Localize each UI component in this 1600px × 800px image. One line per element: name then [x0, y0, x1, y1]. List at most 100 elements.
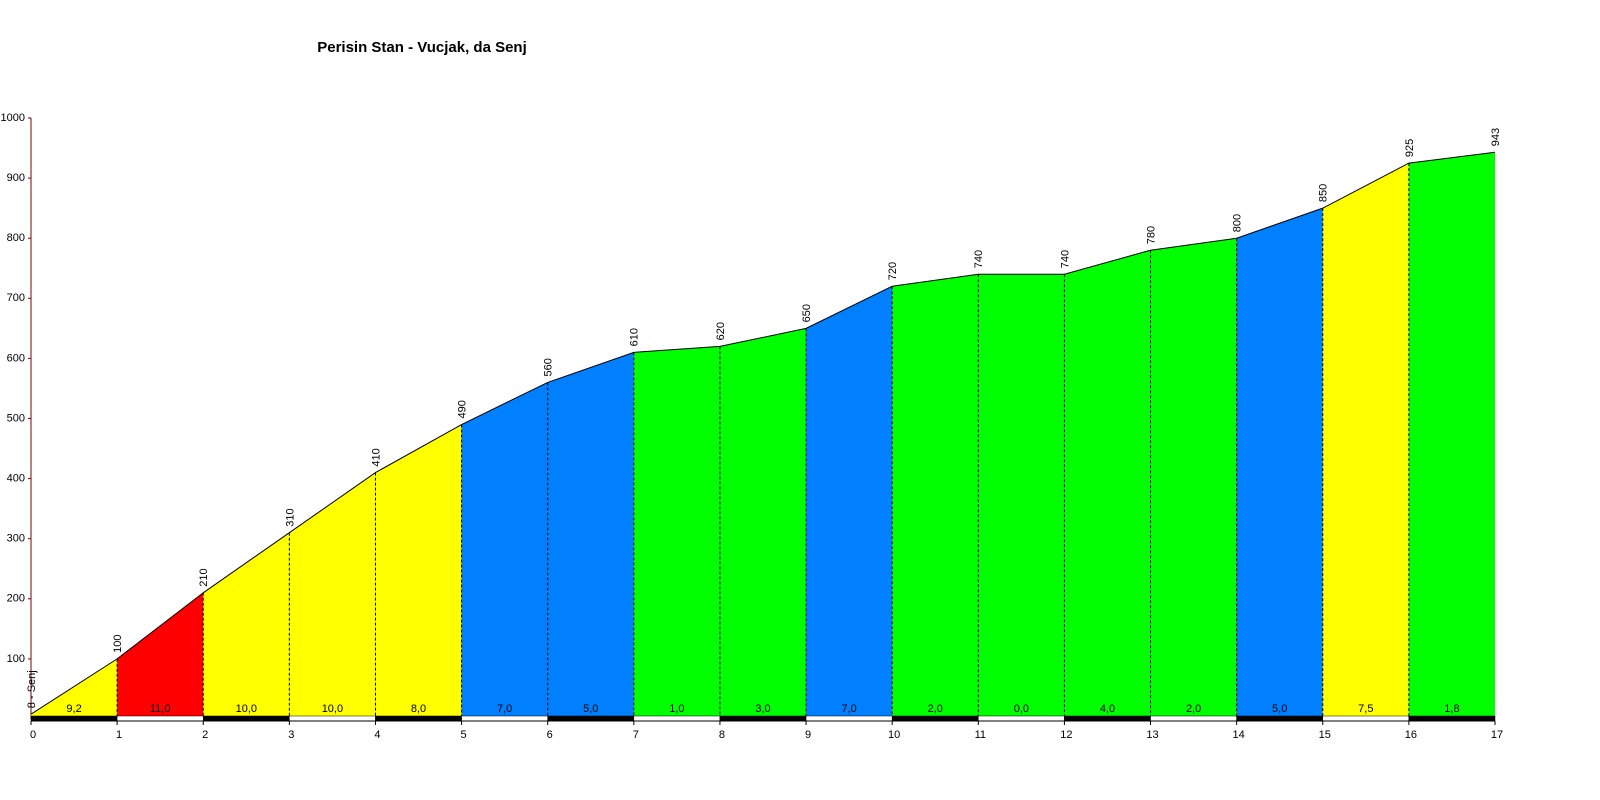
x-tick-label: 0 [30, 729, 36, 741]
gradient-label: 8,0 [411, 703, 426, 715]
x-tick-label: 1 [116, 729, 122, 741]
x-tick-label: 13 [1146, 729, 1158, 741]
segment-area [633, 346, 720, 719]
segment-area [1150, 238, 1237, 719]
segment-area [547, 352, 634, 719]
y-tick-label: 700 [7, 292, 25, 304]
gradient-strip [719, 715, 807, 722]
elevation-label: 850 [1318, 184, 1330, 202]
y-tick-label: 100 [7, 653, 25, 665]
elevation-label: 610 [629, 328, 641, 346]
gradient-strip [1408, 715, 1496, 722]
x-tick-label: 3 [288, 729, 294, 741]
gradient-strip [30, 715, 118, 722]
segment-area [31, 658, 118, 719]
segment-area [375, 424, 462, 719]
y-tick-label: 600 [7, 352, 25, 364]
gradient-label: 10,0 [236, 703, 257, 715]
segment-area [1322, 163, 1409, 719]
y-tick-label: 1000 [1, 112, 25, 124]
elevation-label: 410 [370, 448, 382, 466]
chart-title: Perisin Stan - Vucjak, da Senj [317, 39, 527, 56]
elevation-label: 720 [887, 262, 899, 280]
gradient-strip [461, 715, 548, 722]
x-tick-label: 10 [888, 729, 900, 741]
elevation-label: 800 [1232, 214, 1244, 232]
gradient-strip [891, 715, 979, 722]
gradient-label: 7,0 [497, 703, 512, 715]
x-tick-label: 11 [975, 729, 986, 741]
elevation-label: 740 [973, 250, 985, 268]
x-tick-label: 8 [719, 729, 725, 741]
elevation-label: 650 [801, 304, 813, 322]
y-tick-label: 400 [7, 473, 25, 485]
x-tick-label: 4 [374, 729, 380, 741]
segment-area [978, 274, 1065, 719]
x-tick-label: 9 [805, 729, 811, 741]
y-tick-label: 800 [7, 232, 25, 244]
segment-area [806, 286, 893, 719]
x-tick-label: 6 [547, 729, 553, 741]
x-tick-label: 5 [461, 729, 467, 741]
gradient-label: 0,0 [1014, 703, 1029, 715]
elevation-label: 310 [284, 508, 296, 526]
segment-area [117, 592, 204, 719]
segment-area [892, 274, 979, 719]
y-tick-label: 900 [7, 172, 25, 184]
segment-area [289, 472, 376, 719]
elevation-label: 943 [1490, 128, 1502, 146]
gradient-strip [202, 715, 290, 722]
gradient-label: 7,5 [1358, 703, 1373, 715]
gradient-label: 2,0 [928, 703, 943, 715]
gradient-label: 2,0 [1186, 703, 1201, 715]
gradient-strip [1150, 715, 1237, 722]
x-tick-label: 12 [1060, 729, 1072, 741]
segment-area [203, 532, 290, 719]
gradient-strip [375, 715, 462, 722]
gradient-label: 9,2 [66, 703, 81, 715]
elevation-label: 560 [543, 358, 555, 376]
gradient-label: 5,0 [583, 703, 598, 715]
gradient-label: 7,0 [841, 703, 856, 715]
segment-area [719, 328, 807, 719]
elevation-label: 210 [198, 568, 210, 586]
elevation-label: 740 [1059, 250, 1071, 268]
gradient-strip [1236, 715, 1324, 722]
gradient-strip [1322, 715, 1410, 722]
gradient-strip [1064, 715, 1151, 722]
gradient-strip [805, 715, 893, 722]
gradient-label: 10,0 [322, 703, 343, 715]
x-tick-label: 15 [1319, 729, 1331, 741]
gradient-strip [116, 715, 204, 722]
elevation-label: 8 - Senj [26, 670, 38, 708]
segment-area [1236, 208, 1323, 719]
elevation-label: 100 [112, 635, 124, 653]
segment-area [1408, 152, 1495, 719]
x-tick-label: 14 [1233, 729, 1245, 741]
gradient-label: 4,0 [1100, 703, 1115, 715]
gradient-label: 5,0 [1272, 703, 1287, 715]
gradient-label: 3,0 [755, 703, 770, 715]
x-tick-label: 7 [633, 729, 639, 741]
x-tick-label: 2 [202, 729, 208, 741]
x-tick-label: 16 [1405, 729, 1417, 741]
gradient-strip [633, 715, 721, 722]
gradient-strip [547, 715, 635, 722]
elevation-label: 925 [1404, 139, 1416, 157]
gradient-strip [289, 715, 376, 722]
gradient-strip [978, 715, 1065, 722]
y-tick-label: 500 [7, 412, 25, 424]
segment-area [1064, 250, 1151, 719]
x-tick-label: 17 [1491, 729, 1503, 741]
gradient-label: 1,0 [669, 703, 684, 715]
y-tick-label: 200 [7, 593, 25, 605]
y-tick-label: 300 [7, 533, 25, 545]
profile-line [30, 151, 1496, 715]
gradient-label: 11,0 [150, 703, 171, 715]
elevation-label: 490 [456, 400, 468, 418]
elevation-label: 780 [1145, 226, 1157, 244]
elevation-label: 620 [715, 322, 727, 340]
segment-area [461, 382, 548, 719]
gradient-label: 1,8 [1444, 703, 1459, 715]
